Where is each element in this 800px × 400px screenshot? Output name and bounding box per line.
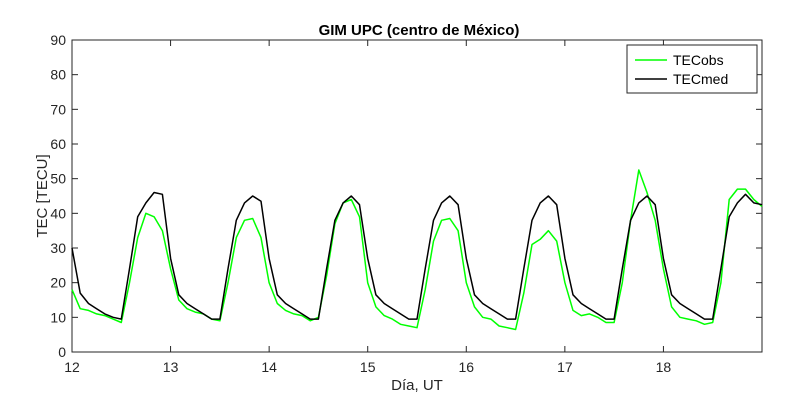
y-tick-label: 0 <box>58 344 66 360</box>
y-axis: 0 10 20 30 40 50 60 70 80 90 <box>50 32 762 360</box>
series-line-tecmed <box>71 191 763 320</box>
x-tick-label: 16 <box>458 359 474 375</box>
y-tick-label: 90 <box>50 32 66 48</box>
y-tick-label: 60 <box>50 136 66 152</box>
chart-title: GIM UPC (centro de México) <box>319 22 520 39</box>
series-layer <box>71 169 763 331</box>
y-tick-label: 40 <box>50 205 66 221</box>
legend-label-tecmed: TECmed <box>673 71 728 87</box>
legend: TECobs TECmed <box>626 44 758 94</box>
x-tick-label: 18 <box>656 359 672 375</box>
x-axis: 12 13 14 15 16 17 18 <box>64 40 671 375</box>
legend-label-tecobs: TECobs <box>673 52 724 68</box>
x-tick-label: 14 <box>261 359 277 375</box>
series-line-tecobs <box>71 169 763 331</box>
x-tick-label: 15 <box>360 359 376 375</box>
x-tick-label: 13 <box>163 359 179 375</box>
y-tick-label: 80 <box>50 67 66 83</box>
legend-box <box>626 44 758 94</box>
y-tick-label: 20 <box>50 275 66 291</box>
y-tick-label: 10 <box>50 309 66 325</box>
y-tick-label: 70 <box>50 101 66 117</box>
x-tick-label: 17 <box>557 359 573 375</box>
x-axis-label: Día, UT <box>391 377 443 394</box>
x-tick-label: 12 <box>64 359 80 375</box>
y-tick-label: 30 <box>50 240 66 256</box>
y-tick-label: 50 <box>50 171 66 187</box>
y-axis-label: TEC [TECU] <box>34 154 51 237</box>
